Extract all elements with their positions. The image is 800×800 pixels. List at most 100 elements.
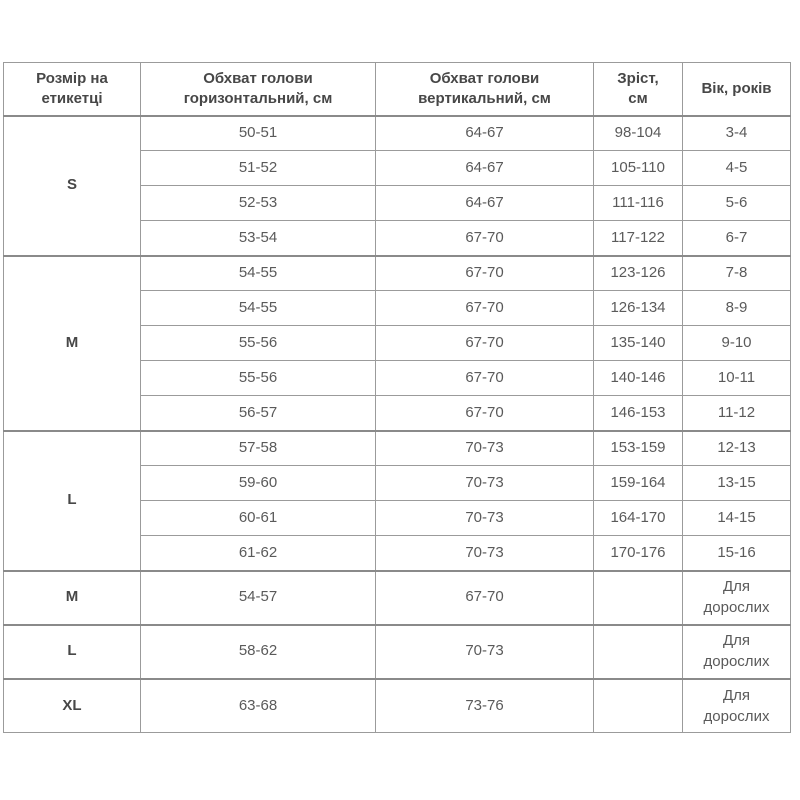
cell-text: 170-176 [610, 543, 666, 561]
cell-text: 159-164 [610, 473, 666, 491]
size-label-cell: L [3, 623, 141, 679]
vertical-girth-cell: 67-70 [375, 220, 594, 256]
size-table: Розмір на етикетці Обхват голови горизон… [3, 62, 791, 733]
horizontal-girth-cell: 51-52 [140, 150, 376, 186]
age-cell: 15-16 [682, 535, 791, 571]
cell-text: 73-76 [465, 696, 504, 714]
height-cell: 146-153 [593, 395, 683, 431]
header-age: Вік, років [682, 62, 791, 117]
height-cell: 98-104 [593, 114, 683, 151]
cell-text: 123-126 [610, 264, 666, 282]
height-cell: 123-126 [593, 254, 683, 291]
horizontal-girth-cell: 60-61 [140, 500, 376, 536]
table-row: L 57-58 70-73 153-159 12-13 [3, 429, 791, 571]
cell-text: 111-116 [612, 193, 664, 211]
horizontal-girth-cell: 50-51 [140, 114, 376, 151]
vertical-girth-cell: 70-73 [375, 500, 594, 536]
cell-text: 98-104 [614, 124, 662, 142]
age-cell: 11-12 [682, 395, 791, 431]
horizontal-girth-cell: 57-58 [140, 429, 376, 466]
cell-text: 67-70 [465, 333, 504, 351]
height-cell: 170-176 [593, 535, 683, 571]
cell-text: 70-73 [465, 642, 504, 660]
horizontal-girth-cell: 54-55 [140, 254, 376, 291]
table-row: M 54-57 67-70 Для дорослих [3, 569, 791, 625]
cell-text: 67-70 [465, 228, 504, 246]
table-row: 54-55 67-70 126-134 8-9 [4, 290, 791, 326]
vertical-girth-cell: 64-67 [375, 114, 594, 151]
header-height: Зріст, см [593, 62, 683, 117]
cell-text: 105-110 [611, 158, 665, 176]
cell-text: 13-15 [717, 473, 756, 491]
vertical-girth-cell: 67-70 [375, 290, 594, 326]
header-text: Зріст, см [617, 69, 659, 107]
age-cell: 9-10 [682, 325, 791, 361]
cell-text: 67-70 [465, 588, 504, 606]
table-row: XL 63-68 73-76 Для дорослих [3, 677, 791, 733]
cell-text: 70-73 [465, 508, 504, 526]
cell-text: 64-67 [465, 124, 504, 142]
age-cell: 13-15 [682, 465, 791, 501]
height-cell: 153-159 [593, 429, 683, 466]
horizontal-girth-cell: 55-56 [140, 360, 376, 396]
vertical-girth-cell: 67-70 [375, 360, 594, 396]
size-label-cell: M [3, 569, 141, 625]
cell-text: 54-55 [238, 298, 278, 316]
cell-text: 59-60 [238, 473, 278, 491]
height-cell [593, 569, 683, 625]
age-cell: 5-6 [682, 185, 791, 221]
cell-text: 54-55 [238, 264, 278, 282]
cell-text: 67-70 [465, 403, 504, 421]
cell-text: 12-13 [717, 439, 756, 457]
cell-text: 67-70 [465, 368, 504, 386]
header-text: Вік, років [701, 79, 772, 97]
age-cell: 10-11 [682, 360, 791, 396]
age-cell: 4-5 [682, 150, 791, 186]
cell-text: 7-8 [725, 264, 748, 282]
height-cell [593, 623, 683, 679]
height-cell: 159-164 [593, 465, 683, 501]
cell-text: 70-73 [465, 473, 504, 491]
table-row: 55-56 67-70 135-140 9-10 [4, 325, 791, 361]
table-row: 56-57 67-70 146-153 11-12 [4, 395, 791, 431]
cell-text: 67-70 [465, 298, 504, 316]
height-cell [593, 677, 683, 733]
age-cell: Для дорослих [682, 677, 791, 733]
header-text: Обхват голови вертикальний, см [418, 69, 551, 107]
cell-text: 54-57 [238, 588, 278, 606]
table-row: M 54-55 67-70 123-126 7-8 [3, 254, 791, 431]
vertical-girth-cell: 67-70 [375, 254, 594, 291]
cell-text: 56-57 [238, 403, 278, 421]
cell-text: 70-73 [465, 543, 504, 561]
size-table-body: S 50-51 64-67 98-104 3-4 51-52 64-67 105-110 4-5… [3, 114, 791, 733]
height-cell: 140-146 [593, 360, 683, 396]
cell-text: 8-9 [725, 298, 748, 316]
cell-text: 64-67 [465, 193, 504, 211]
height-cell: 105-110 [593, 150, 683, 186]
vertical-girth-cell: 67-70 [375, 325, 594, 361]
table-row: 59-60 70-73 159-164 13-15 [4, 465, 791, 501]
table-row: L 58-62 70-73 Для дорослих [3, 623, 791, 679]
horizontal-girth-cell: 54-55 [140, 290, 376, 326]
vertical-girth-cell: 67-70 [375, 569, 594, 625]
cell-text: 15-16 [717, 543, 756, 561]
age-cell: 3-4 [682, 114, 791, 151]
table-row: 51-52 64-67 105-110 4-5 [4, 150, 791, 186]
table-row: 55-56 67-70 140-146 10-11 [4, 360, 791, 396]
height-cell: 135-140 [593, 325, 683, 361]
cell-text: 140-146 [610, 368, 666, 386]
cell-text: 64-67 [465, 158, 504, 176]
cell-text: 55-56 [238, 368, 278, 386]
size-label-cell: M [3, 254, 141, 431]
cell-text: 117-122 [611, 228, 665, 246]
horizontal-girth-cell: 52-53 [140, 185, 376, 221]
header-text: Обхват голови горизонтальний, см [183, 69, 333, 107]
horizontal-girth-cell: 53-54 [140, 220, 376, 256]
cell-text: 135-140 [610, 333, 666, 351]
horizontal-girth-cell: 58-62 [140, 623, 376, 679]
cell-text: 52-53 [238, 193, 278, 211]
cell-text: 153-159 [610, 439, 666, 457]
cell-text: 53-54 [238, 228, 278, 246]
age-cell: Для дорослих [682, 569, 791, 625]
size-label-cell: L [3, 429, 141, 571]
